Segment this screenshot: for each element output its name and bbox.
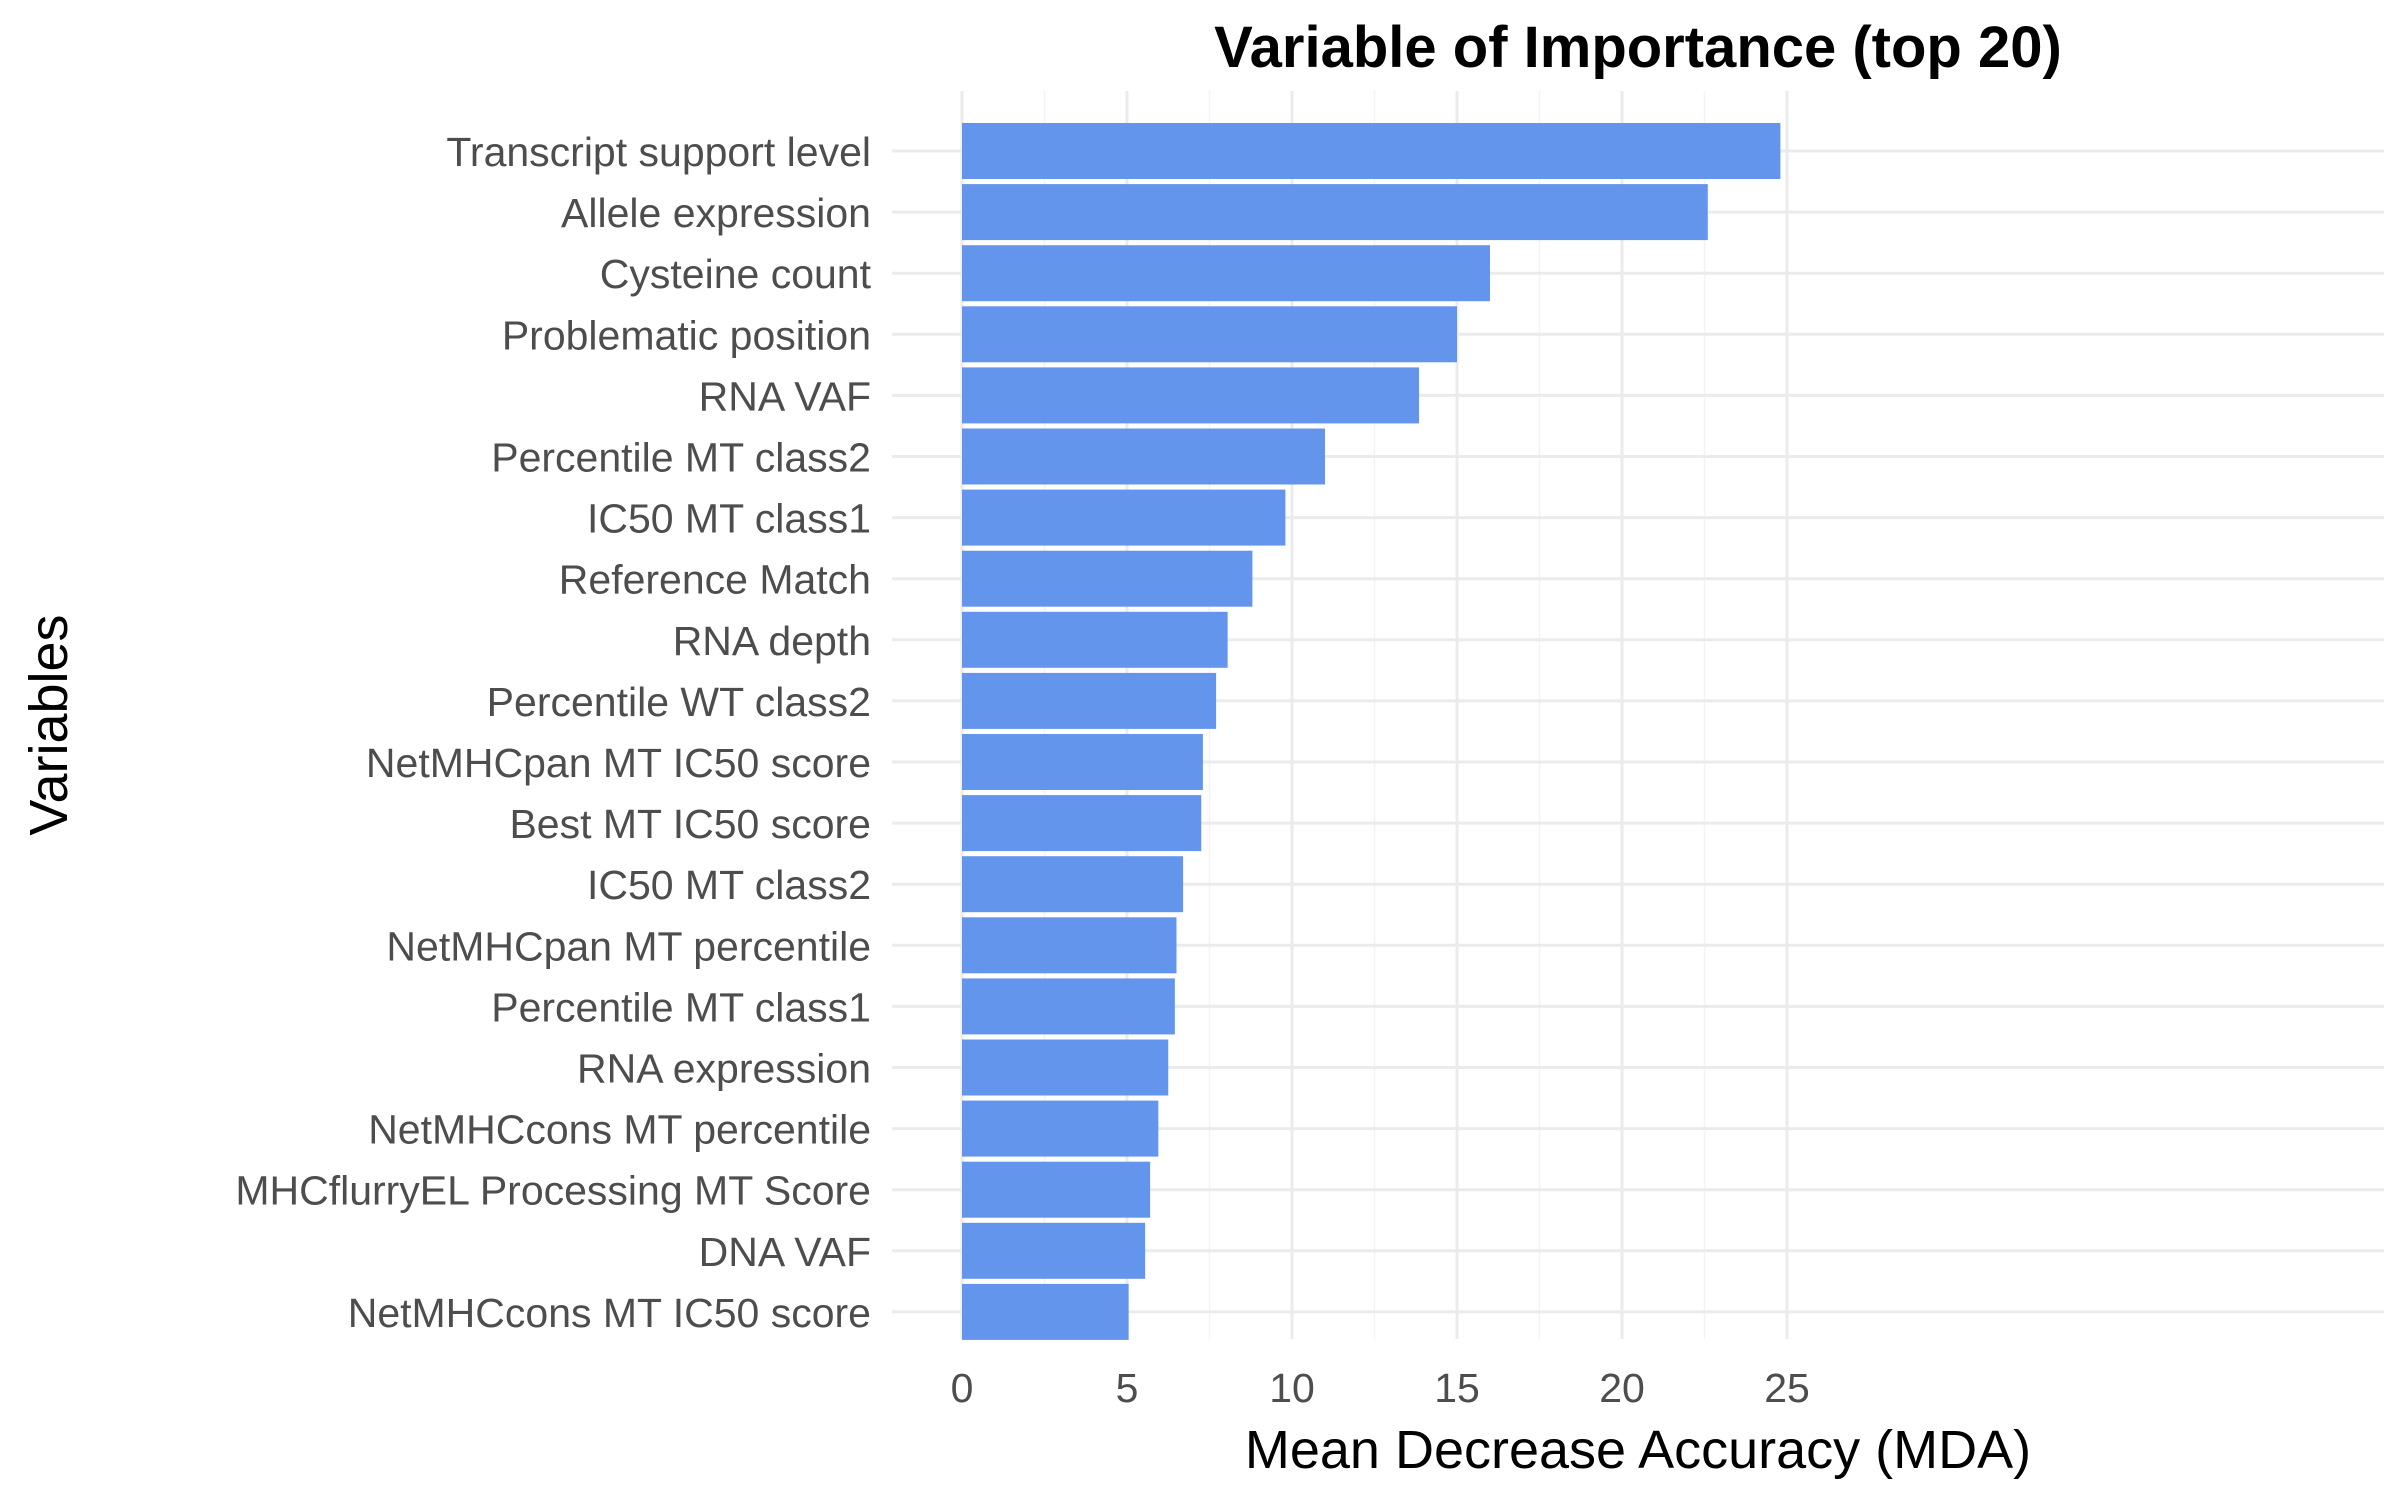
y-tick-label: RNA expression (577, 1046, 871, 1092)
y-tick-labels: Transcript support level Allele expressio… (235, 129, 871, 1336)
bar (962, 489, 1286, 546)
bar (962, 1100, 1159, 1157)
y-tick-label: Allele expression (561, 190, 871, 236)
y-tick-label: Reference Match (559, 557, 871, 603)
y-tick-label: MHCflurryEL Processing MT Score (235, 1168, 871, 1214)
y-axis-title: Variables (19, 614, 79, 835)
y-tick-label: Best MT IC50 score (509, 801, 871, 847)
y-tick-label: RNA VAF (699, 373, 871, 419)
bar (962, 917, 1177, 974)
y-tick-label: NetMHCcons MT IC50 score (348, 1290, 871, 1336)
x-tick-labels: 0 5 10 15 20 25 (951, 1365, 1810, 1411)
bar (962, 367, 1420, 424)
chart-title: Variable of Importance (top 20) (1214, 15, 2062, 80)
y-tick-label: DNA VAF (699, 1229, 871, 1275)
bar (962, 428, 1325, 485)
bar (962, 550, 1253, 607)
bar (962, 1222, 1146, 1279)
y-tick-label: Percentile WT class2 (487, 679, 871, 725)
bar (962, 245, 1490, 302)
y-tick-label: RNA depth (673, 618, 871, 664)
bar (962, 734, 1203, 790)
bar (962, 1039, 1169, 1096)
x-tick-label: 15 (1434, 1365, 1480, 1411)
y-tick-label: Problematic position (502, 312, 871, 358)
y-tick-label: Percentile MT class2 (491, 435, 871, 481)
y-tick-label: NetMHCcons MT percentile (368, 1107, 871, 1153)
bars-group (962, 123, 1781, 1340)
y-tick-label: IC50 MT class2 (587, 862, 871, 908)
x-axis-title: Mean Decrease Accuracy (MDA) (1245, 1420, 2031, 1480)
bar (962, 1161, 1151, 1218)
bar (962, 611, 1228, 668)
y-tick-label: NetMHCpan MT percentile (386, 923, 871, 969)
x-tick-label: 5 (1116, 1365, 1139, 1411)
y-tick-label: IC50 MT class1 (587, 496, 871, 542)
x-tick-label: 10 (1269, 1365, 1315, 1411)
bar (962, 978, 1175, 1035)
y-tick-label: Transcript support level (446, 129, 871, 175)
x-tick-label: 0 (951, 1365, 974, 1411)
bar (962, 306, 1457, 363)
bar (962, 184, 1708, 241)
y-tick-label: Percentile MT class1 (491, 984, 871, 1030)
bar (962, 672, 1217, 729)
y-tick-label: Cysteine count (600, 251, 872, 297)
bar (962, 1283, 1129, 1340)
x-tick-label: 25 (1764, 1365, 1810, 1411)
bar (962, 795, 1202, 852)
bar (962, 123, 1781, 179)
x-tick-label: 20 (1599, 1365, 1645, 1411)
y-tick-label: NetMHCpan MT IC50 score (366, 740, 871, 786)
bar (962, 856, 1184, 913)
